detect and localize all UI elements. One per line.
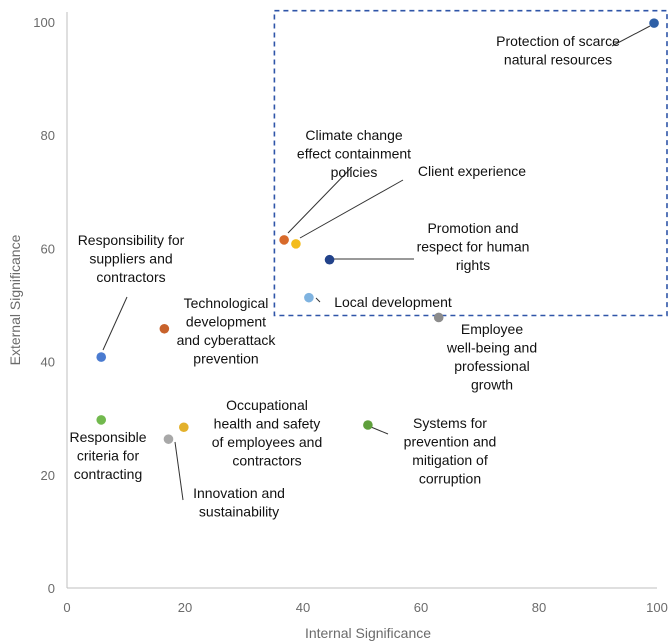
data-points bbox=[96, 18, 659, 444]
highlight-region-box bbox=[273, 9, 668, 317]
point-label: Promotion and respect for human rights bbox=[417, 220, 530, 273]
point-label: Responsibility for suppliers and contracto… bbox=[78, 232, 185, 285]
point-labels: Protection of scarce natural resources Cli… bbox=[69, 33, 620, 520]
y-axis-title: External Significance bbox=[7, 234, 23, 365]
scatter-point bbox=[433, 312, 444, 323]
point-label: Responsible criteria for contracting bbox=[69, 429, 146, 482]
y-tick-label: 40 bbox=[41, 355, 55, 370]
point-label: Occupational health and safety of employee… bbox=[212, 397, 323, 469]
scatter-point bbox=[304, 292, 314, 303]
point-label: Technological development and cyberattack p… bbox=[177, 295, 277, 367]
x-tick-label: 40 bbox=[296, 600, 310, 615]
scatter-point bbox=[96, 352, 107, 362]
point-label: Innovation and sustainability bbox=[193, 485, 285, 520]
leader-lines bbox=[102, 25, 651, 501]
x-tick-label: 80 bbox=[532, 600, 546, 615]
scatter-point bbox=[291, 239, 301, 249]
y-tick-label: 60 bbox=[41, 241, 55, 256]
x-tick-label: 0 bbox=[63, 600, 70, 615]
point-label: Systems for prevention and mitigation of co… bbox=[404, 415, 497, 487]
point-label: Local development bbox=[334, 294, 452, 310]
leader-line bbox=[287, 166, 353, 234]
y-axis-ticks: 0 20 40 60 80 100 bbox=[33, 15, 55, 596]
leader-line bbox=[315, 297, 321, 303]
x-tick-label: 60 bbox=[414, 600, 428, 615]
leader-line bbox=[611, 25, 651, 47]
scatter-point bbox=[279, 235, 289, 245]
scatter-point bbox=[163, 434, 174, 444]
point-label: Climate change effect containment policies bbox=[297, 127, 411, 180]
y-tick-label: 0 bbox=[48, 581, 55, 596]
point-label: Employee well-being and professional growth bbox=[446, 321, 537, 393]
y-tick-label: 80 bbox=[41, 128, 55, 143]
leader-line bbox=[174, 441, 184, 501]
scatter-point bbox=[96, 415, 107, 425]
y-tick-label: 20 bbox=[41, 468, 55, 483]
point-label: Protection of scarce natural resources bbox=[496, 33, 620, 68]
x-tick-label: 100 bbox=[646, 600, 668, 615]
point-label: Client experience bbox=[418, 163, 526, 179]
x-axis-title: Internal Significance bbox=[305, 625, 431, 641]
x-tick-label: 20 bbox=[178, 600, 192, 615]
leader-line bbox=[299, 179, 404, 239]
scatter-point bbox=[363, 420, 373, 430]
x-axis-ticks: 0 20 40 60 80 100 bbox=[63, 600, 667, 615]
scatter-point bbox=[324, 254, 335, 265]
scatter-point bbox=[649, 18, 659, 28]
scatter-point bbox=[179, 422, 189, 433]
leader-line bbox=[102, 296, 128, 351]
scatter-point bbox=[159, 323, 170, 334]
y-tick-label: 100 bbox=[33, 15, 55, 30]
leader-line bbox=[370, 426, 389, 435]
